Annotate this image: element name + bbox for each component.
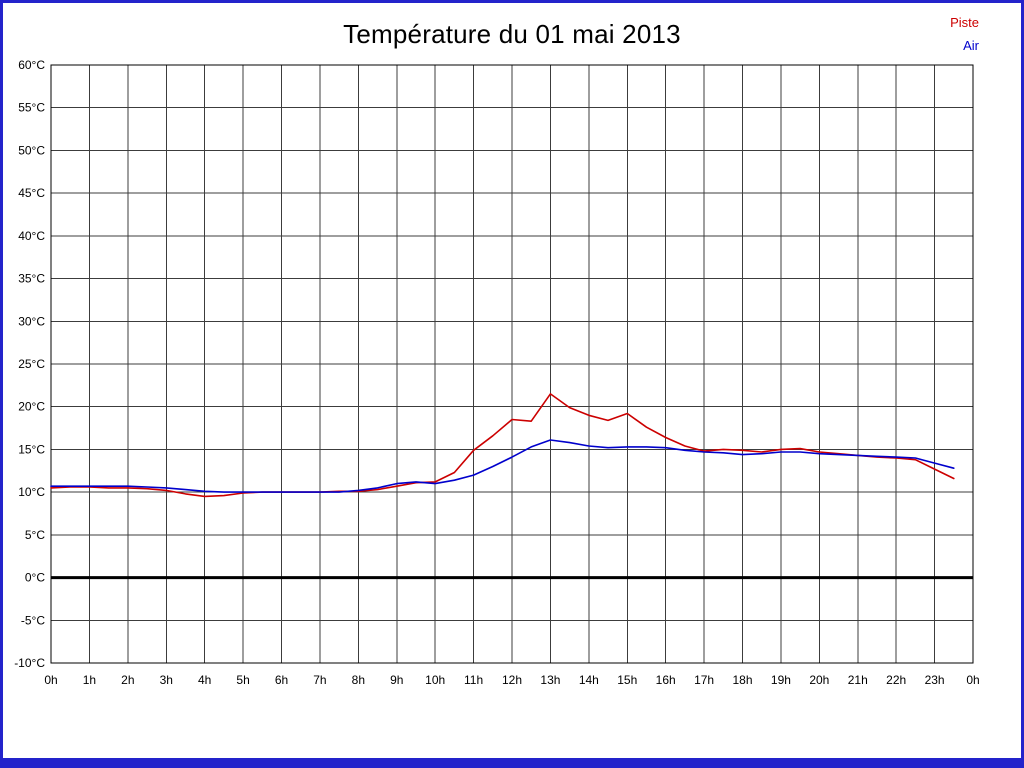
x-tick-label: 1h	[83, 673, 96, 687]
y-tick-label: 5°C	[25, 528, 45, 542]
y-tick-label: -10°C	[14, 656, 45, 670]
y-tick-label: 60°C	[18, 58, 45, 72]
x-tick-label: 12h	[502, 673, 522, 687]
y-tick-label: 20°C	[18, 400, 45, 414]
x-tick-label: 23h	[925, 673, 945, 687]
x-tick-label: 13h	[540, 673, 560, 687]
x-tick-label: 0h	[966, 673, 979, 687]
y-tick-label: -5°C	[21, 613, 45, 627]
x-tick-label: 14h	[579, 673, 599, 687]
chart-title: Température du 01 mai 2013	[343, 19, 681, 49]
y-tick-label: 25°C	[18, 357, 45, 371]
legend-item-air: Air	[963, 38, 979, 53]
x-tick-label: 9h	[390, 673, 403, 687]
y-tick-label: 55°C	[18, 101, 45, 115]
x-tick-label: 15h	[617, 673, 637, 687]
x-tick-label: 0h	[44, 673, 57, 687]
x-tick-label: 17h	[694, 673, 714, 687]
x-tick-label: 10h	[425, 673, 445, 687]
y-tick-label: 0°C	[25, 571, 45, 585]
x-tick-label: 6h	[275, 673, 288, 687]
y-tick-label: 35°C	[18, 272, 45, 286]
x-tick-label: 3h	[160, 673, 173, 687]
y-tick-label: 45°C	[18, 186, 45, 200]
x-tick-label: 5h	[236, 673, 249, 687]
x-tick-label: 16h	[656, 673, 676, 687]
legend-item-piste: Piste	[950, 15, 979, 30]
y-tick-label: 10°C	[18, 485, 45, 499]
x-tick-label: 11h	[464, 673, 483, 687]
y-tick-label: 40°C	[18, 229, 45, 243]
y-tick-label: 50°C	[18, 143, 45, 157]
x-tick-label: 4h	[198, 673, 211, 687]
series-line-air	[50, 439, 955, 493]
x-tick-label: 8h	[352, 673, 365, 687]
x-tick-label: 20h	[809, 673, 829, 687]
x-tick-label: 21h	[848, 673, 868, 687]
y-tick-label: 15°C	[18, 442, 45, 456]
temperature-line-chart: 60°C 55°C 50°C 45°C 40°C 35°C 30°C 25°C 20°C 15°C…	[14, 58, 979, 687]
chart-legend: Piste Air	[950, 11, 979, 57]
x-tick-label: 2h	[121, 673, 134, 687]
x-tick-label: 18h	[732, 673, 752, 687]
x-tick-label: 19h	[771, 673, 791, 687]
x-tick-label: 22h	[886, 673, 906, 687]
series-line-piste	[50, 393, 955, 498]
x-tick-label: 7h	[313, 673, 326, 687]
plot-border	[50, 64, 974, 664]
y-tick-label: 30°C	[18, 314, 45, 328]
